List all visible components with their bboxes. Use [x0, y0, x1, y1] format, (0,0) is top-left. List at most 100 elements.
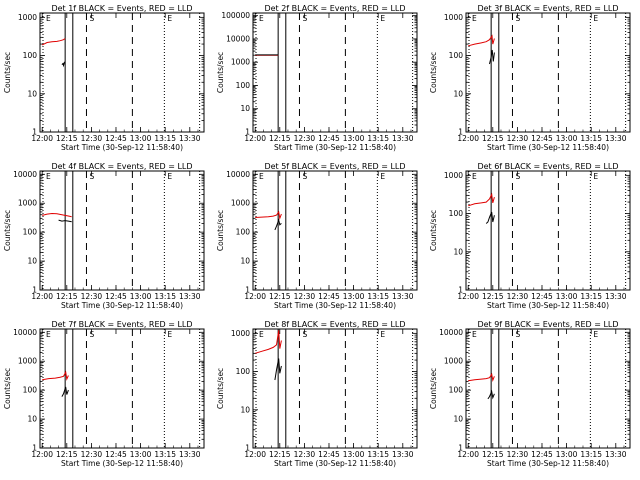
y-tick-label: 1: [458, 286, 463, 295]
chart-panel-6: Det 6f BLACK = Events, RED = LLD Counts/s…: [429, 162, 631, 310]
y-tick-label: 1000: [231, 58, 250, 67]
marker-label: E: [380, 172, 385, 181]
x-tick-label: 12:45: [531, 292, 553, 301]
x-axis-label: Start Time (30-Sep-12 11:58:40): [61, 301, 183, 310]
series-line-red-lld: [468, 192, 495, 207]
x-tick-label: 13:00: [343, 292, 365, 301]
marker-label: E: [167, 172, 172, 181]
y-axis-label: Counts/sec: [3, 210, 12, 251]
y-tick-label: 100: [23, 386, 38, 395]
x-tick-label: 13:30: [605, 450, 627, 459]
marker-label: S: [89, 14, 94, 23]
y-tick-label: 1: [32, 444, 37, 453]
x-tick-label: 12:30: [294, 134, 316, 143]
x-tick-label: 12:30: [81, 292, 103, 301]
marker-label: E: [46, 14, 51, 23]
x-tick-label: 12:45: [105, 292, 127, 301]
series-line-black-events: [274, 358, 282, 381]
y-tick-label: 10: [453, 89, 463, 98]
x-tick-label: 12:00: [244, 134, 266, 143]
x-tick-label: 12:00: [31, 450, 53, 459]
marker-label: E: [380, 330, 385, 339]
series-line-red-lld: [468, 34, 495, 47]
x-axis-label: Start Time (30-Sep-12 11:58:40): [274, 143, 396, 152]
chart-panel-1: Det 1f BLACK = Events, RED = LLD Counts/s…: [3, 4, 205, 152]
x-tick-label: 13:30: [605, 134, 627, 143]
y-tick-label: 10: [27, 415, 37, 424]
x-tick-label: 13:15: [154, 292, 176, 301]
marker-label: E: [593, 172, 598, 181]
x-tick-label: 13:30: [392, 450, 414, 459]
plot-frame: [252, 328, 418, 449]
chart-title: Det 1f BLACK = Events, RED = LLD: [51, 4, 192, 13]
y-tick-label: 1000: [231, 199, 250, 208]
y-tick-label: 1000: [444, 171, 463, 180]
x-tick-label: 12:00: [457, 450, 479, 459]
y-tick-label: 1: [245, 286, 250, 295]
plot-frame: [465, 12, 631, 133]
x-tick-label: 12:45: [531, 134, 553, 143]
chart-title: Det 4f BLACK = Events, RED = LLD: [51, 162, 192, 171]
x-tick-label: 13:00: [343, 134, 365, 143]
x-axis-label: Start Time (30-Sep-12 11:58:40): [487, 143, 609, 152]
x-axis-label: Start Time (30-Sep-12 11:58:40): [61, 143, 183, 152]
x-axis-label: Start Time (30-Sep-12 11:58:40): [487, 301, 609, 310]
y-tick-label: 10: [240, 257, 250, 266]
y-tick-label: 1: [458, 128, 463, 137]
marker-label: E: [380, 14, 385, 23]
marker-label: E: [472, 330, 477, 339]
y-tick-label: 100: [449, 51, 464, 60]
marker-label: E: [259, 14, 264, 23]
x-tick-label: 13:30: [392, 292, 414, 301]
marker-label: S: [515, 14, 520, 23]
x-tick-label: 12:15: [56, 134, 78, 143]
y-tick-label: 100: [236, 367, 251, 376]
x-tick-label: 13:00: [130, 450, 152, 459]
y-tick-label: 100: [449, 386, 464, 395]
x-tick-label: 12:15: [269, 134, 291, 143]
y-tick-label: 10: [453, 415, 463, 424]
series-line-black-events: [489, 49, 495, 65]
y-tick-label: 1000: [444, 13, 463, 22]
plot-frame: [465, 328, 631, 449]
x-tick-label: 13:00: [343, 450, 365, 459]
marker-label: E: [593, 330, 598, 339]
chart-panel-2: Det 2f BLACK = Events, RED = LLD Counts/s…: [216, 4, 418, 152]
y-tick-label: 1: [245, 444, 250, 453]
plot-frame: [252, 170, 418, 291]
x-tick-label: 13:15: [154, 450, 176, 459]
y-tick-label: 1: [32, 286, 37, 295]
x-tick-label: 12:00: [244, 292, 266, 301]
x-tick-label: 12:30: [81, 134, 103, 143]
marker-label: S: [302, 172, 307, 181]
x-tick-label: 13:30: [605, 292, 627, 301]
series-line-red-lld: [255, 330, 282, 354]
y-axis-label: Counts/sec: [429, 210, 438, 251]
chart-title: Det 2f BLACK = Events, RED = LLD: [264, 4, 405, 13]
plot-frame: [39, 328, 205, 449]
x-tick-label: 13:30: [392, 134, 414, 143]
y-tick-label: 10: [240, 405, 250, 414]
y-tick-label: 1: [458, 444, 463, 453]
x-tick-label: 12:30: [507, 134, 529, 143]
marker-label: E: [593, 14, 598, 23]
series-line-black-events: [61, 61, 66, 68]
y-axis-label: Counts/sec: [429, 52, 438, 93]
x-axis-label: Start Time (30-Sep-12 11:58:40): [487, 459, 609, 468]
chart-title: Det 9f BLACK = Events, RED = LLD: [477, 320, 618, 329]
x-tick-label: 12:00: [457, 292, 479, 301]
x-tick-label: 12:00: [31, 134, 53, 143]
y-axis-label: Counts/sec: [3, 52, 12, 93]
series-line-black-events: [485, 211, 495, 224]
marker-label: E: [167, 14, 172, 23]
y-tick-label: 10000: [13, 170, 37, 179]
x-tick-label: 13:00: [556, 450, 578, 459]
y-tick-label: 10000: [226, 170, 250, 179]
x-axis-label: Start Time (30-Sep-12 11:58:40): [274, 301, 396, 310]
x-tick-label: 12:15: [269, 450, 291, 459]
chart-title: Det 8f BLACK = Events, RED = LLD: [264, 320, 405, 329]
x-tick-label: 12:45: [318, 134, 340, 143]
x-tick-label: 13:15: [154, 134, 176, 143]
marker-label: E: [46, 330, 51, 339]
chart-panel-9: Det 9f BLACK = Events, RED = LLD Counts/s…: [429, 320, 631, 468]
